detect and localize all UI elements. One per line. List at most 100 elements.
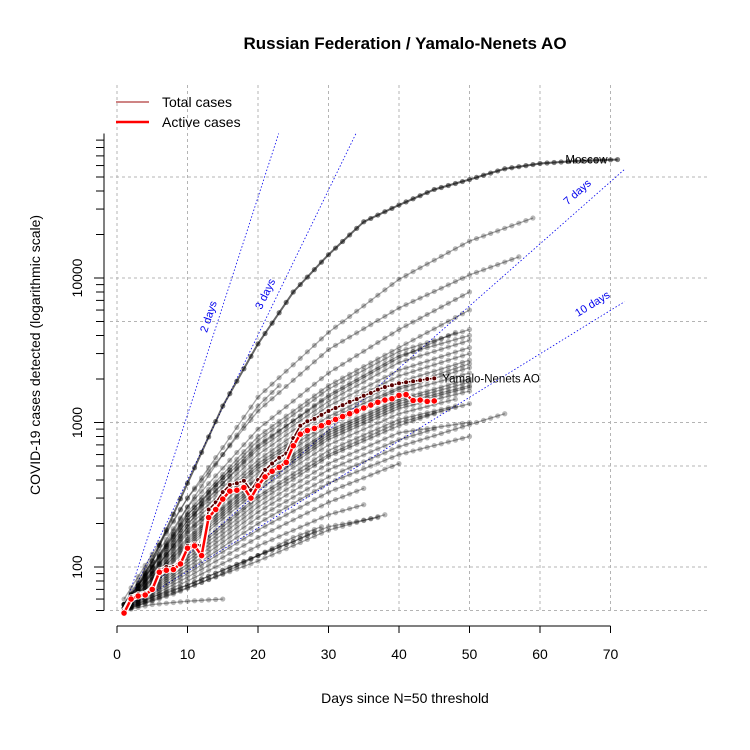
- series-point: [466, 376, 473, 382]
- series-point: [241, 558, 247, 565]
- series-point: [417, 446, 423, 452]
- series-point: [382, 457, 388, 463]
- series-point: [438, 359, 444, 366]
- series-point: [466, 361, 473, 367]
- series-point: [212, 505, 220, 514]
- series-point: [332, 424, 339, 430]
- series-point: [318, 484, 325, 490]
- series-point: [241, 460, 247, 466]
- series-point: [410, 407, 416, 413]
- series-point: [361, 372, 367, 378]
- series-point: [311, 530, 317, 536]
- series-point: [220, 513, 226, 519]
- series-point: [311, 359, 317, 365]
- series-point: [332, 429, 339, 435]
- series-point: [135, 599, 141, 605]
- series-point: [318, 391, 325, 397]
- series-point: [213, 488, 219, 494]
- series-point: [361, 363, 367, 370]
- series-point: [241, 477, 247, 484]
- series-point: [347, 392, 353, 398]
- series-point: [445, 351, 451, 357]
- series-point: [382, 426, 388, 432]
- series-point: [389, 363, 395, 370]
- x-tick-label: 0: [113, 646, 121, 662]
- series-point: [177, 588, 184, 594]
- series-point: [177, 587, 184, 593]
- series-point: [325, 434, 332, 440]
- series-point: [290, 455, 296, 461]
- series-point: [227, 518, 233, 524]
- series-point: [255, 446, 261, 453]
- series-point: [438, 384, 444, 390]
- series-point: [142, 570, 148, 576]
- series-point: [368, 375, 374, 381]
- series-point: [227, 557, 233, 563]
- series-point: [262, 540, 268, 546]
- series-point: [438, 395, 444, 401]
- series-point: [304, 349, 310, 355]
- series-point: [255, 552, 261, 559]
- series-point: [452, 403, 458, 409]
- series-point: [184, 561, 191, 567]
- series-point: [290, 377, 296, 383]
- series-point: [332, 510, 339, 516]
- series-point: [170, 536, 176, 542]
- series-point: [325, 467, 332, 473]
- series-point: [297, 539, 303, 546]
- series-point: [234, 466, 240, 472]
- series-point: [227, 498, 233, 504]
- series-point: [176, 560, 185, 568]
- series-point: [466, 370, 473, 376]
- series-point: [354, 448, 360, 454]
- series-point: [395, 391, 403, 400]
- series-point: [297, 453, 303, 459]
- series-point: [191, 532, 198, 539]
- series-point: [170, 551, 176, 557]
- series-point: [163, 576, 169, 583]
- series-point: [318, 412, 325, 418]
- series-point: [509, 165, 515, 171]
- series-point: [424, 376, 431, 382]
- series-point: [156, 582, 162, 588]
- series-point: [403, 404, 409, 410]
- series-point: [276, 389, 282, 396]
- series-point: [340, 407, 346, 413]
- series-point: [396, 423, 402, 429]
- series-point: [149, 571, 155, 577]
- series-point: [382, 374, 388, 380]
- series-point: [488, 170, 494, 176]
- series-point: [227, 478, 233, 484]
- series-point: [220, 527, 226, 533]
- series-point: [255, 543, 261, 549]
- series-line: [123, 256, 520, 600]
- series-point: [375, 514, 381, 521]
- series-point: [375, 386, 381, 393]
- series-point: [220, 474, 226, 480]
- series-point: [403, 379, 409, 386]
- series-point: [199, 494, 205, 500]
- series-point: [241, 452, 247, 458]
- series-point: [177, 584, 184, 591]
- series-point: [452, 329, 458, 336]
- series-point: [227, 530, 233, 536]
- series-point: [220, 571, 226, 577]
- series-point: [269, 490, 275, 496]
- series-point: [361, 412, 367, 418]
- series-point: [389, 389, 395, 396]
- series-point: [269, 547, 275, 553]
- series-point: [325, 499, 332, 505]
- series-point: [452, 421, 458, 428]
- series-point: [282, 458, 290, 466]
- series-point: [403, 346, 409, 352]
- reference-line: [123, 133, 280, 611]
- series-point: [332, 450, 339, 457]
- series-point: [248, 453, 254, 459]
- series-point: [325, 346, 332, 353]
- series-point: [163, 573, 169, 579]
- series-point: [452, 180, 458, 187]
- series-point: [452, 336, 458, 343]
- series-point: [297, 469, 303, 475]
- series-point: [438, 184, 444, 191]
- series-point: [227, 564, 233, 570]
